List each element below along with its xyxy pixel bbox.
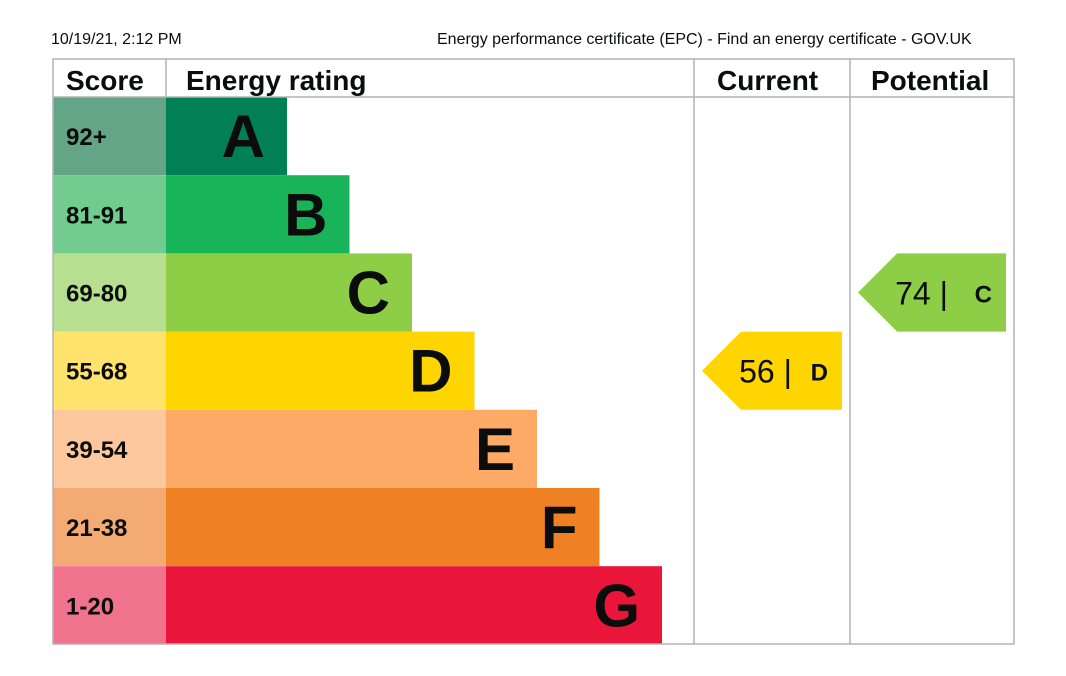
score-range-d: 55-68 — [66, 359, 127, 386]
page-title: Energy performance certificate (EPC) - F… — [437, 31, 972, 48]
rating-markers: 56 | D 74 | C — [702, 253, 1006, 410]
potential-rating-marker-arrow — [858, 253, 1006, 332]
score-column-header: Score — [66, 65, 144, 96]
current-column-header: Current — [717, 65, 818, 96]
potential-rating-marker-letter: C — [975, 282, 992, 309]
potential-column-header: Potential — [871, 65, 989, 96]
score-range-e: 39-54 — [66, 437, 128, 464]
rating-letter-a: A — [222, 103, 265, 170]
rating-letter-e: E — [475, 416, 515, 483]
current-rating-marker-value: 56 | — [739, 354, 792, 390]
score-cell-c — [53, 253, 166, 332]
rating-bands: 92+ A 81-91 B 69-80 C 55-68 D 39-54 E 21-38 F 1-20 G — [53, 97, 662, 645]
score-cell-g — [53, 566, 166, 645]
rating-letter-b: B — [284, 181, 327, 248]
score-cell-f — [53, 488, 166, 567]
rating-bar-g — [166, 566, 662, 645]
score-range-f: 21-38 — [66, 515, 127, 542]
score-range-g: 1-20 — [66, 593, 114, 620]
score-cell-d — [53, 331, 166, 410]
score-range-a: 92+ — [66, 124, 107, 151]
score-cell-a — [53, 97, 166, 176]
chart-grid — [52, 58, 1015, 645]
chart-border — [52, 58, 1015, 645]
score-cell-b — [53, 175, 166, 254]
rating-bar-d — [166, 331, 475, 410]
rating-bar-f — [166, 488, 600, 567]
energy-rating-column-header: Energy rating — [186, 65, 366, 96]
rating-bar-a — [166, 97, 287, 176]
rating-bar-e — [166, 409, 537, 488]
potential-rating-marker: 74 | C — [858, 253, 1006, 332]
rating-letter-d: D — [409, 338, 452, 405]
print-datetime: 10/19/21, 2:12 PM — [51, 31, 182, 48]
column-headers: Score Energy rating Current Potential — [66, 65, 989, 96]
score-range-b: 81-91 — [66, 202, 127, 229]
current-rating-marker-arrow — [702, 331, 842, 410]
score-range-c: 69-80 — [66, 281, 127, 308]
rating-letter-g: G — [593, 572, 640, 639]
score-cell-e — [53, 409, 166, 488]
rating-letter-c: C — [347, 260, 390, 327]
rating-bar-c — [166, 253, 412, 332]
rating-letter-f: F — [541, 494, 578, 561]
potential-rating-marker-value: 74 | — [895, 276, 948, 312]
rating-bar-b — [166, 175, 350, 254]
current-rating-marker: 56 | D — [702, 331, 842, 410]
current-rating-marker-letter: D — [811, 360, 828, 387]
